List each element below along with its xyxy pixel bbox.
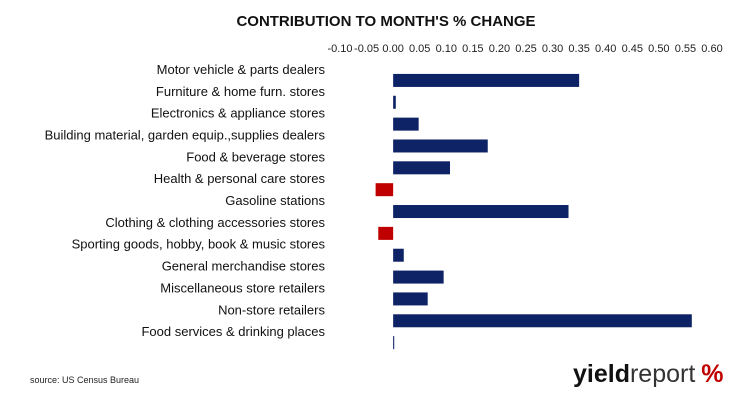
category-label: Motor vehicle & parts dealers bbox=[157, 62, 326, 77]
category-labels: Motor vehicle & parts dealers Furniture &… bbox=[45, 62, 326, 339]
category-label: Food services & drinking places bbox=[141, 324, 325, 339]
bar bbox=[393, 248, 404, 262]
x-tick-label: 0.20 bbox=[489, 43, 510, 55]
x-tick-label: 0.00 bbox=[382, 43, 403, 55]
bar bbox=[393, 161, 451, 175]
bar bbox=[393, 314, 692, 328]
x-tick-label: 0.50 bbox=[648, 43, 669, 55]
x-tick-label: 0.60 bbox=[701, 43, 722, 55]
chart-title: CONTRIBUTION TO MONTH'S % CHANGE bbox=[236, 13, 535, 30]
bar bbox=[393, 292, 428, 306]
category-label: Clothing & clothing accessories stores bbox=[105, 215, 325, 230]
category-label: Health & personal care stores bbox=[154, 171, 326, 186]
category-label: Non-store retailers bbox=[218, 302, 325, 317]
bar bbox=[375, 183, 394, 197]
x-tick-label: 0.05 bbox=[409, 43, 430, 55]
bar bbox=[393, 205, 569, 219]
category-label: Sporting goods, hobby, book & music stor… bbox=[72, 237, 326, 252]
bar bbox=[393, 73, 580, 87]
category-label: Gasoline stations bbox=[225, 193, 325, 208]
x-tick-label: 0.15 bbox=[462, 43, 483, 55]
x-tick-label: 0.45 bbox=[622, 43, 643, 55]
x-tick-label: 0.25 bbox=[515, 43, 536, 55]
x-tick-label: 0.30 bbox=[542, 43, 563, 55]
x-tick-label: -0.10 bbox=[327, 43, 352, 55]
category-label: Furniture & home furn. stores bbox=[156, 84, 326, 99]
bar bbox=[378, 226, 394, 240]
category-label: General merchandise stores bbox=[162, 259, 326, 274]
bar bbox=[393, 117, 419, 131]
category-label: Food & beverage stores bbox=[186, 149, 325, 164]
yieldreport-logo: yieldreport% bbox=[573, 360, 724, 388]
category-label: Electronics & appliance stores bbox=[151, 106, 326, 121]
bar bbox=[393, 139, 488, 153]
bar bbox=[393, 270, 444, 284]
x-tick-label: 0.55 bbox=[675, 43, 696, 55]
category-label: Miscellaneous store retailers bbox=[160, 280, 325, 295]
bar bbox=[393, 95, 396, 109]
x-tick-label: 0.40 bbox=[595, 43, 616, 55]
category-label: Building material, garden equip.,supplie… bbox=[45, 127, 326, 142]
bars bbox=[375, 73, 692, 350]
x-tick-label: 0.10 bbox=[436, 43, 457, 55]
x-axis-ticks: -0.10 -0.05 0.00 0.05 0.10 0.15 0.20 0.25 0.30 0.… bbox=[327, 43, 722, 55]
x-tick-label: 0.35 bbox=[568, 43, 589, 55]
source-note: source: US Census Bureau bbox=[30, 375, 140, 385]
x-tick-label: -0.05 bbox=[354, 43, 379, 55]
bar bbox=[393, 336, 395, 350]
